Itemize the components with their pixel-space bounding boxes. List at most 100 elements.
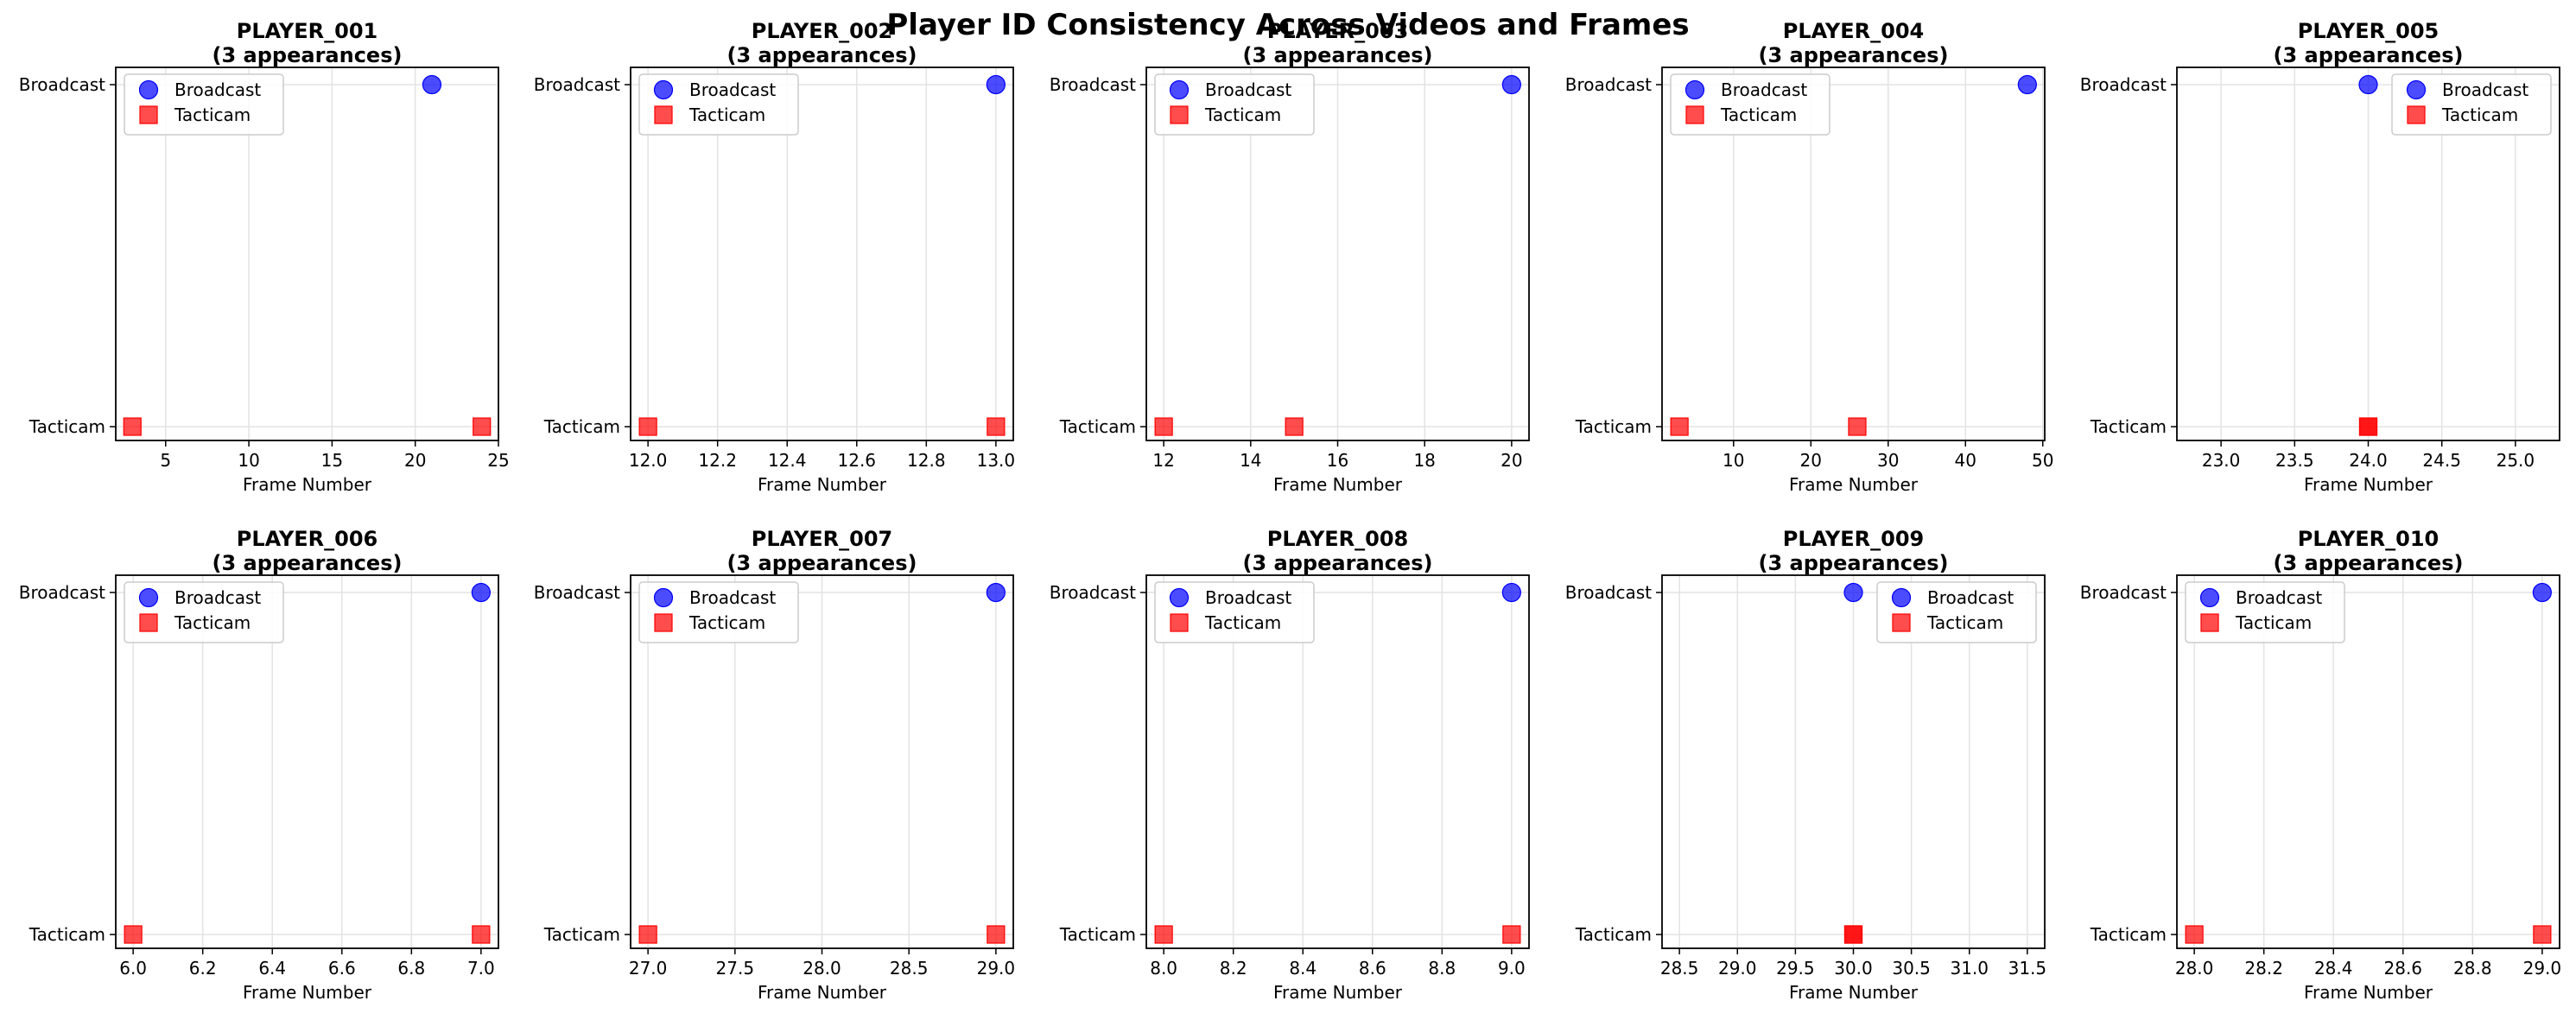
legend-marker-tacticam xyxy=(1170,105,1189,124)
x-tick-label: 28.5 xyxy=(890,958,929,979)
legend-label: Broadcast xyxy=(174,587,261,608)
tacticam-point xyxy=(123,417,142,436)
y-tick-label: Broadcast xyxy=(1050,582,1136,603)
x-tick-label: 8.4 xyxy=(1289,958,1317,979)
plot-frame xyxy=(115,574,499,949)
tacticam-point xyxy=(1154,925,1173,944)
legend-label: Broadcast xyxy=(1721,79,1807,100)
x-tick-label: 27.0 xyxy=(629,958,668,979)
legend: Broadcast Tacticam xyxy=(1670,73,1830,136)
broadcast-point xyxy=(986,582,1006,603)
x-tick-label: 5 xyxy=(160,450,171,471)
legend-marker-broadcast xyxy=(1169,587,1190,608)
legend-marker-broadcast xyxy=(653,587,674,608)
legend: Broadcast Tacticam xyxy=(2391,73,2552,136)
legend-box xyxy=(2391,73,2552,136)
x-axis-label: Frame Number xyxy=(2304,982,2433,1003)
plot-frame xyxy=(1661,574,2046,949)
x-tick-label: 20 xyxy=(1501,450,1522,471)
legend-label: Broadcast xyxy=(174,79,261,100)
x-tick-label: 20 xyxy=(404,450,426,471)
broadcast-point xyxy=(986,74,1006,95)
legend-label: Tacticam xyxy=(1204,612,1281,633)
x-tick-label: 6.0 xyxy=(119,958,147,979)
x-tick-label: 30 xyxy=(1877,450,1899,471)
x-tick-label: 13.0 xyxy=(977,450,1016,471)
y-tick-label: Tacticam xyxy=(2090,416,2167,437)
y-tick-label: Broadcast xyxy=(19,582,105,603)
tacticam-point xyxy=(1670,417,1689,436)
subplot-subtitle: (3 appearances) xyxy=(213,43,403,67)
x-tick-label: 16 xyxy=(1327,450,1348,471)
tacticam-point xyxy=(124,925,143,944)
legend-label: Broadcast xyxy=(689,79,776,100)
legend-label: Tacticam xyxy=(1926,612,2003,633)
legend: Broadcast Tacticam xyxy=(638,73,799,136)
x-tick-label: 28.4 xyxy=(2314,958,2353,979)
subplot-title: PLAYER_001 xyxy=(237,19,378,43)
subplot-title: PLAYER_002 xyxy=(752,19,893,43)
legend-marker-broadcast xyxy=(1685,79,1705,100)
subplot-title: PLAYER_003 xyxy=(1267,19,1409,43)
legend-marker-tacticam xyxy=(1170,613,1189,632)
x-tick-label: 12 xyxy=(1152,450,1174,471)
y-tick-label: Tacticam xyxy=(2090,924,2167,945)
tacticam-point xyxy=(638,925,657,944)
subplot-4: PLAYER_004(3 appearances) 10 20 30 40 50 Tacti… xyxy=(1565,19,2054,495)
x-tick-label: 10 xyxy=(1723,450,1744,471)
subplot-title: PLAYER_007 xyxy=(752,527,893,551)
broadcast-point xyxy=(422,74,442,95)
subplot-title: PLAYER_006 xyxy=(237,527,378,551)
subplot-6: PLAYER_006(3 appearances) 6.0 6.2 6.4 6.6 6.8… xyxy=(19,527,499,1003)
broadcast-point xyxy=(2017,74,2037,95)
plot-frame xyxy=(2176,574,2560,949)
y-tick-label: Broadcast xyxy=(1565,74,1652,95)
subplot-subtitle: (3 appearances) xyxy=(1759,551,1949,575)
x-tick-label: 8.2 xyxy=(1220,958,1247,979)
legend-marker-broadcast xyxy=(653,79,674,100)
subplot-7: PLAYER_007(3 appearances) 27.0 27.5 28.0 28.… xyxy=(534,527,1015,1003)
legend: Broadcast Tacticam xyxy=(638,581,799,643)
y-tick-label: Broadcast xyxy=(1565,582,1652,603)
subplot-title: PLAYER_004 xyxy=(1783,19,1925,43)
broadcast-point xyxy=(2358,74,2378,95)
subplot-subtitle: (3 appearances) xyxy=(1243,551,1433,575)
legend-box xyxy=(638,73,799,136)
x-tick-label: 29.0 xyxy=(1718,958,1757,979)
y-tick-label: Broadcast xyxy=(534,582,620,603)
legend-label: Tacticam xyxy=(1204,105,1281,125)
legend-box xyxy=(638,581,799,643)
x-tick-label: 6.8 xyxy=(397,958,425,979)
x-tick-label: 28.0 xyxy=(2175,958,2214,979)
subplot-subtitle: (3 appearances) xyxy=(1759,43,1949,67)
plot-frame xyxy=(1145,574,1530,949)
y-tick-label: Tacticam xyxy=(29,924,105,945)
tacticam-point xyxy=(638,417,657,436)
legend-box xyxy=(2185,581,2345,643)
x-tick-label: 24.5 xyxy=(2422,450,2461,471)
tacticam-point xyxy=(473,417,492,436)
x-axis-label: Frame Number xyxy=(1273,474,1403,495)
x-tick-label: 50 xyxy=(2032,450,2053,471)
x-tick-label: 28.5 xyxy=(1660,958,1699,979)
y-tick-label: Tacticam xyxy=(543,416,620,437)
legend-marker-tacticam xyxy=(139,105,158,124)
legend-marker-tacticam xyxy=(654,105,673,124)
x-axis-label: Frame Number xyxy=(1789,982,1919,1003)
tacticam-point xyxy=(987,417,1006,436)
y-tick-label: Broadcast xyxy=(2080,582,2167,603)
x-tick-label: 23.5 xyxy=(2275,450,2314,471)
x-tick-label: 12.2 xyxy=(698,450,737,471)
broadcast-point xyxy=(1501,74,1521,95)
legend-label: Tacticam xyxy=(2441,105,2518,125)
legend: Broadcast Tacticam xyxy=(1154,581,1315,643)
subplot-title: PLAYER_005 xyxy=(2298,19,2440,43)
x-axis-label: Frame Number xyxy=(1789,474,1919,495)
y-tick-label: Tacticam xyxy=(29,416,105,437)
subplot-3: PLAYER_003(3 appearances) 12 14 16 18 20 Tacti… xyxy=(1050,19,1530,495)
subplot-grid: PLAYER_001(3 appearances)5 10 15 20 25Tactic… xyxy=(19,19,2561,1003)
y-tick-label: Broadcast xyxy=(2080,74,2167,95)
legend-marker-broadcast xyxy=(2199,587,2220,608)
subplot-title: PLAYER_010 xyxy=(2298,527,2440,551)
legend-marker-broadcast xyxy=(1891,587,1912,608)
